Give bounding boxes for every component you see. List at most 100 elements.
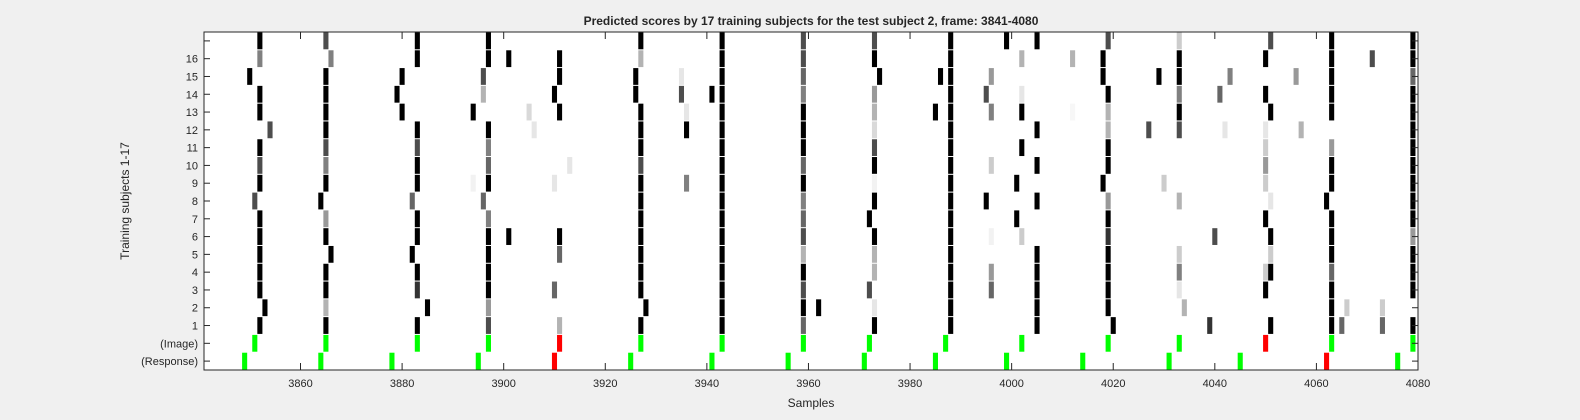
heatmap-cell xyxy=(318,192,324,210)
heatmap-cell xyxy=(638,334,644,352)
heatmap-cell xyxy=(948,32,954,50)
heatmap-cell xyxy=(414,139,420,157)
heatmap-cell xyxy=(948,299,954,317)
heatmap-cell xyxy=(800,85,806,103)
heatmap-cell xyxy=(719,334,725,352)
heatmap-cell xyxy=(1176,68,1182,85)
x-tick-label: 3900 xyxy=(491,378,515,390)
heatmap-cell xyxy=(1181,299,1187,317)
heatmap-cell xyxy=(323,263,329,281)
heatmap-cell xyxy=(1161,174,1167,192)
heatmap-cell xyxy=(800,174,806,192)
heatmap-cell xyxy=(684,103,690,121)
heatmap-cell xyxy=(485,228,491,245)
heatmap-cell xyxy=(633,85,639,103)
heatmap-cell xyxy=(323,68,329,85)
heatmap-cell xyxy=(1105,299,1111,317)
heatmap-cell xyxy=(948,281,954,299)
heatmap-cell xyxy=(1329,281,1335,299)
heatmap-cell xyxy=(719,263,725,281)
heatmap-cell xyxy=(1329,174,1335,192)
y-tick-label: 10 xyxy=(186,160,198,172)
heatmap-cell xyxy=(551,85,558,103)
y-tick-label: (Response) xyxy=(141,356,198,368)
heatmap-cell xyxy=(323,334,329,352)
heatmap-cell xyxy=(800,68,806,85)
heatmap-cell xyxy=(267,121,273,139)
heatmap-cell xyxy=(988,263,994,281)
heatmap-cell xyxy=(394,85,400,103)
heatmap-cell xyxy=(257,317,263,334)
heatmap-cell xyxy=(709,352,715,370)
y-tick-label: 15 xyxy=(186,71,198,83)
heatmap-cell xyxy=(800,121,806,139)
heatmap-cell xyxy=(638,103,644,121)
heatmap-cell xyxy=(861,352,867,370)
heatmap-cell xyxy=(1070,103,1076,121)
heatmap-cell xyxy=(531,121,537,139)
heatmap-cell xyxy=(1034,192,1040,210)
heatmap-cell xyxy=(323,121,329,139)
heatmap-cell xyxy=(399,68,405,85)
heatmap-cell xyxy=(988,157,994,174)
heatmap-cell xyxy=(414,121,420,139)
heatmap-cell xyxy=(871,263,878,281)
heatmap-cell xyxy=(800,32,806,50)
heatmap-cell xyxy=(567,157,573,174)
heatmap-cell xyxy=(470,174,476,192)
heatmap-cell xyxy=(485,281,491,299)
y-tick-label: 5 xyxy=(192,249,198,261)
heatmap-cell xyxy=(948,245,954,263)
heatmap-cell xyxy=(684,121,690,139)
heatmap-cell xyxy=(871,32,878,50)
heatmap-cell xyxy=(1004,32,1010,50)
heatmap-cell xyxy=(1176,121,1182,139)
heatmap-cell xyxy=(1263,210,1269,228)
heatmap-cell xyxy=(800,192,806,210)
heatmap-cell xyxy=(414,281,420,299)
heatmap-cell xyxy=(323,299,329,317)
heatmap-cell xyxy=(485,263,491,281)
heatmap-cell xyxy=(485,317,491,334)
heatmap-cell xyxy=(709,85,715,103)
heatmap-cell xyxy=(719,139,725,157)
y-tick-label: 1 xyxy=(192,321,198,333)
heatmap-cell xyxy=(323,210,329,228)
heatmap-cell xyxy=(1176,245,1182,263)
x-tick-label: 4000 xyxy=(999,378,1023,390)
heatmap-cell xyxy=(800,281,806,299)
heatmap-cell xyxy=(1100,68,1106,85)
heatmap-cell xyxy=(866,281,872,299)
heatmap-cell xyxy=(1176,281,1182,299)
heatmap-cell xyxy=(1105,334,1111,352)
heatmap-cell xyxy=(1004,352,1010,370)
heatmap-cell xyxy=(1034,157,1040,174)
heatmap-cell xyxy=(480,85,486,103)
heatmap-cell xyxy=(257,50,263,68)
x-tick-label: 3960 xyxy=(796,378,820,390)
heatmap-cell xyxy=(1263,139,1269,157)
heatmap-cell xyxy=(1105,281,1111,299)
heatmap-cell xyxy=(1263,85,1269,103)
heatmap-cell xyxy=(414,334,420,352)
heatmap-cell xyxy=(414,50,420,68)
heatmap-cell xyxy=(470,103,476,121)
heatmap-cell xyxy=(1176,50,1182,68)
heatmap-cell xyxy=(551,352,558,370)
heatmap-cell xyxy=(557,50,563,68)
heatmap-cell xyxy=(257,245,263,263)
heatmap-cell xyxy=(643,299,649,317)
heatmap-cell xyxy=(719,228,725,245)
heatmap-cell xyxy=(1034,245,1040,263)
heatmap-cell xyxy=(1268,245,1274,263)
heatmap-cell xyxy=(257,85,263,103)
heatmap-cell xyxy=(557,103,563,121)
heatmap-cell xyxy=(948,192,954,210)
heatmap-cell xyxy=(948,174,954,192)
heatmap-cell xyxy=(1100,50,1106,68)
heatmap-cell xyxy=(983,85,989,103)
heatmap-cell xyxy=(257,281,263,299)
heatmap-cell xyxy=(1105,32,1111,50)
heatmap-cell xyxy=(506,50,512,68)
heatmap-cell xyxy=(1263,174,1269,192)
